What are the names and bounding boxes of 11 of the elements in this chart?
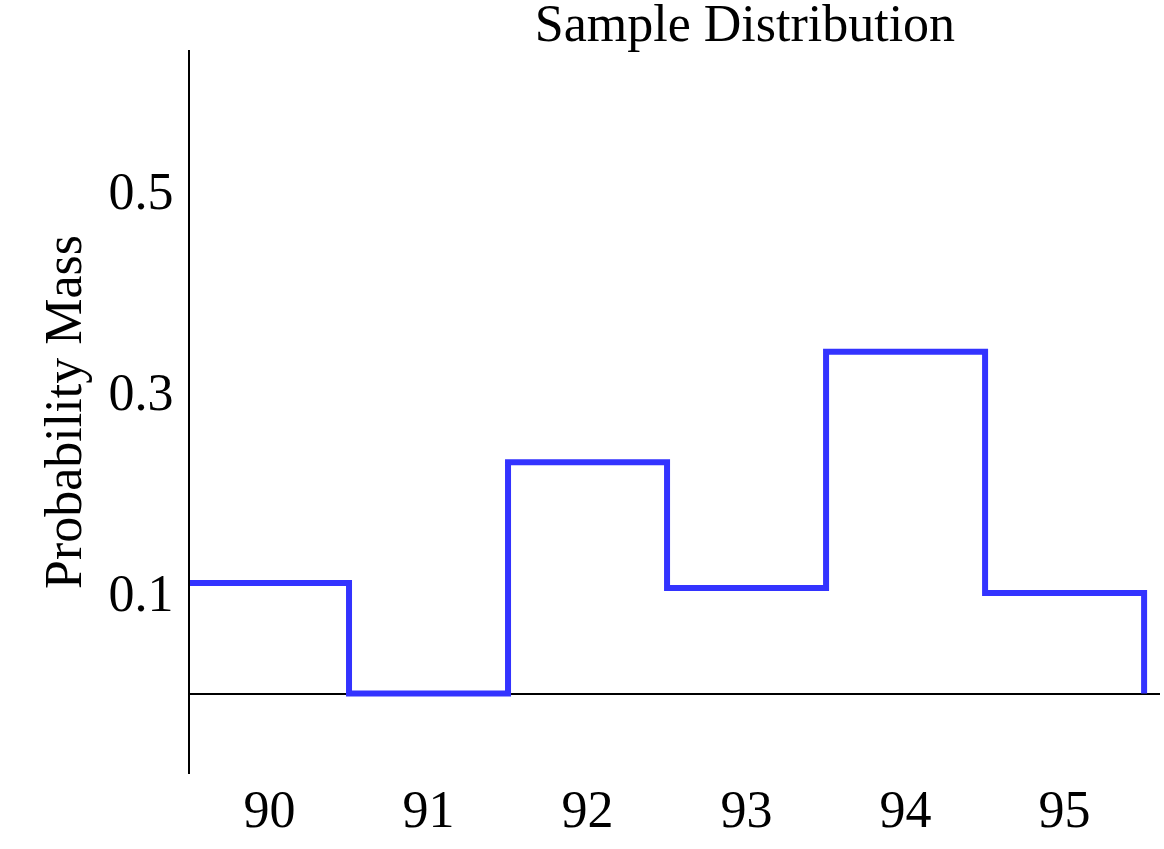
x-tick-label: 95 bbox=[1038, 781, 1091, 838]
x-tick-label: 94 bbox=[879, 781, 932, 838]
x-tick-label: 93 bbox=[720, 781, 773, 838]
x-tick-label: 91 bbox=[402, 781, 455, 838]
x-tick-label: 90 bbox=[243, 781, 296, 838]
y-tick-label: 0.1 bbox=[108, 565, 174, 623]
x-tick-label: 92 bbox=[561, 781, 614, 838]
y-axis-title: Probability Mass bbox=[35, 235, 93, 589]
y-tick-label: 0.5 bbox=[108, 162, 174, 220]
chart-title: Sample Distribution bbox=[534, 0, 956, 52]
y-tick-label: 0.3 bbox=[108, 364, 174, 422]
